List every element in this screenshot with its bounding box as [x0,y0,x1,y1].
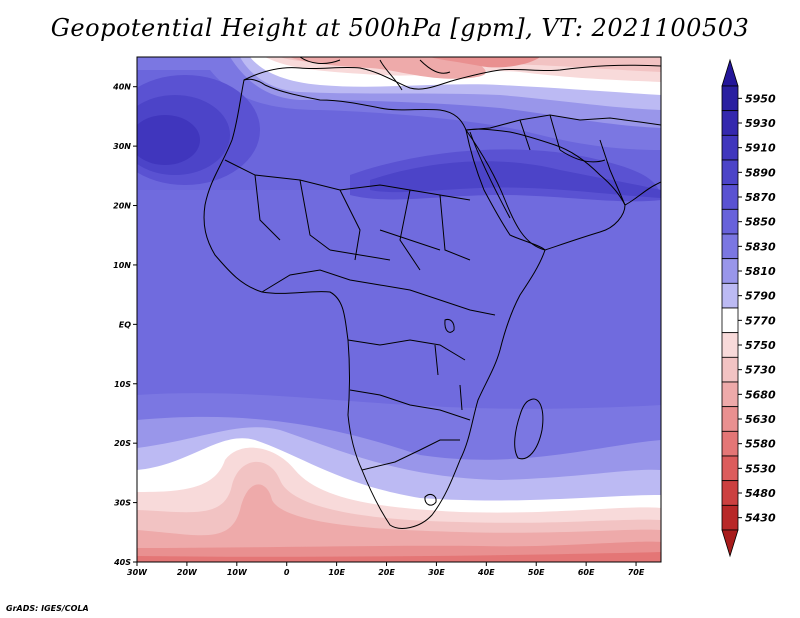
colorbar-swatch [721,504,739,531]
coastlines [203,57,661,529]
colorbar-label: 5810 [745,265,776,278]
colorbar-swatch [721,356,739,383]
lon-tick-label: 10E [328,568,345,577]
lon-tick-label: 10W [227,568,248,577]
colorbar-label: 5770 [745,314,776,327]
colorbar-swatch [721,282,739,309]
colorbar-swatch [721,159,739,186]
grads-credit: GrADS: IGES/COLA [6,604,89,613]
colorbar-label: 5430 [745,512,776,525]
lat-tick-label: 10S [114,380,131,389]
lon-tick-label: 0 [284,568,290,577]
colorbar-label: 5930 [745,117,776,130]
contour-field [137,57,661,562]
lon-tick-label: 40E [477,568,495,577]
colorbar-label: 5910 [745,142,776,155]
colorbar-label: 5480 [745,487,776,500]
colorbar-swatch [721,258,739,284]
colorbar-swatch [721,85,739,112]
lon-tick-label: 30W [127,568,148,577]
lat-ticks: 40N 30N 20N 10N EQ 10S 20S 30S 40S [112,83,137,567]
colorbar-swatch [721,332,739,358]
lat-tick-label: 20S [114,439,131,448]
lon-tick-label: 20W [177,568,198,577]
colorbar-label: 5530 [745,462,776,475]
lat-tick-label: 20N [113,202,131,211]
colorbar-label: 5680 [745,388,776,401]
colorbar-swatch [721,381,739,408]
colorbar-swatch [721,307,739,334]
colorbar-label: 5850 [745,216,776,229]
colorbar-label: 5870 [745,191,776,204]
colorbar-swatch [721,208,739,235]
colorbar-swatch [721,480,739,506]
lat-tick-label: EQ [119,320,131,329]
lon-tick-label: 50E [528,568,545,577]
lon-tick-label: 60E [578,568,595,577]
colorbar-swatch [721,134,739,161]
colorbar-label: 5630 [745,413,776,426]
colorbar-swatch [721,184,739,210]
lon-ticks: 30W 20W 10W 0 10E 20E 30E 40E 50E 60E 70E [127,562,645,577]
colorbar: 5950 5930 5910 5890 5870 5850 5830 5810 5790 5770… [721,58,776,558]
lon-tick-label: 70E [628,568,645,577]
colorbar-label: 5790 [745,290,776,303]
colorbar-label: 5730 [745,364,776,377]
colorbar-label: 5750 [745,339,776,352]
lat-tick-label: 10N [113,261,131,270]
lat-tick-label: 40N [112,83,131,92]
lat-tick-label: 30S [114,499,131,508]
colorbar-label: 5950 [745,92,776,105]
colorbar-swatch [721,455,739,482]
colorbar-swatch [721,110,739,136]
colorbar-swatch [721,406,739,432]
colorbar-label: 5890 [745,166,776,179]
map-frame [136,56,662,563]
lon-tick-label: 20E [378,568,395,577]
lat-tick-label: 30N [113,142,131,151]
colorbar-top-cap [721,58,739,87]
map-title: Geopotential Height at 500hPa [gpm], VT:… [50,14,750,42]
lon-tick-label: 30E [428,568,445,577]
lat-tick-label: 40S [113,558,131,567]
colorbar-label: 5580 [745,438,776,451]
colorbar-label: 5830 [745,240,776,253]
colorbar-swatch [721,430,739,457]
colorbar-swatch [721,233,739,260]
colorbar-bottom-cap [721,529,739,558]
